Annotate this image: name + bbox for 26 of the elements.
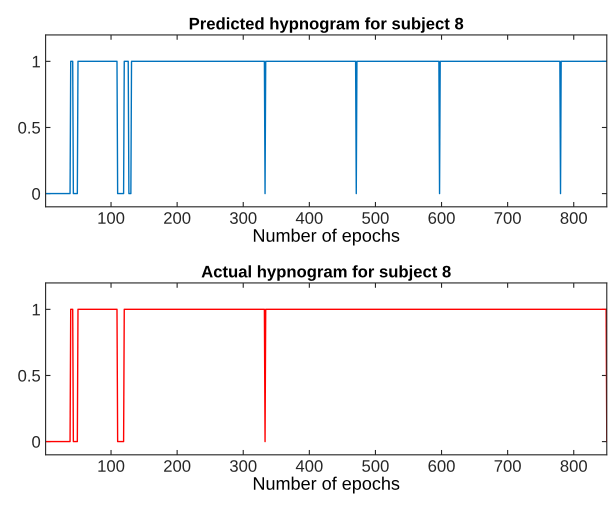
x-tick-label: 200: [164, 212, 190, 224]
x-axis-title: Number of epochs: [254, 228, 400, 246]
x-tick-label: 200: [164, 460, 190, 472]
x-tick-label: 500: [362, 460, 389, 472]
y-tick-label: 1: [32, 304, 40, 316]
y-tick-label: 0: [32, 188, 40, 200]
x-tick-label: 700: [494, 212, 521, 224]
x-tick-label: 800: [560, 460, 587, 472]
y-tick-label: 0.5: [18, 370, 40, 382]
x-tick-label: 800: [560, 212, 587, 224]
chart-title: Predicted hypnogram for subject 8: [190, 17, 464, 33]
chart-title: Actual hypnogram for subject 8: [202, 265, 451, 281]
x-tick-label: 500: [362, 212, 389, 224]
x-tick-label: 600: [428, 212, 455, 224]
x-axis-title: Number of epochs: [254, 476, 400, 494]
x-tick-label: 700: [494, 460, 521, 472]
x-tick-label: 400: [296, 460, 323, 472]
x-tick-label: 100: [98, 460, 124, 472]
y-tick-label: 0: [32, 436, 40, 448]
x-tick-label: 300: [230, 212, 256, 224]
x-tick-label: 600: [428, 460, 455, 472]
y-tick-label: 0.5: [18, 122, 40, 134]
y-tick-label: 1: [32, 56, 40, 68]
x-tick-label: 300: [230, 460, 256, 472]
x-tick-label: 400: [296, 212, 323, 224]
x-tick-label: 100: [98, 212, 124, 224]
